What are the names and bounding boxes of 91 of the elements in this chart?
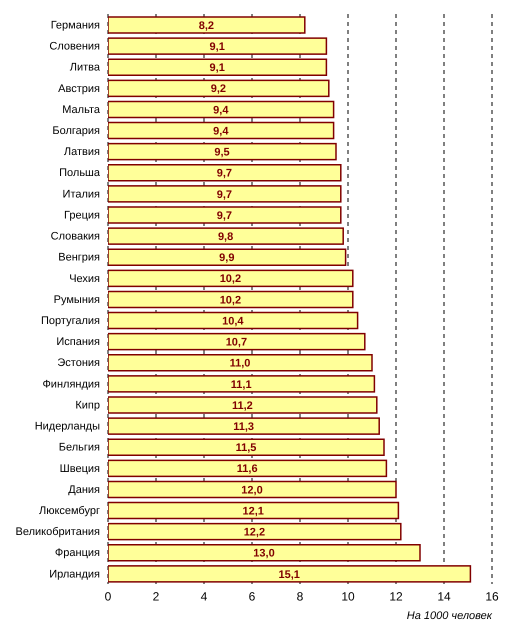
- bar: [108, 480, 397, 498]
- bar: [108, 565, 472, 583]
- x-tick-label: 8: [296, 590, 304, 604]
- data-label: 12,2: [244, 526, 266, 539]
- bar: [108, 522, 402, 540]
- data-label: 15,1: [278, 568, 300, 581]
- data-label: 9,1: [210, 41, 225, 54]
- data-label: 10,2: [220, 294, 242, 306]
- y-tick-label: Словакия: [50, 230, 100, 243]
- data-label: 8,2: [198, 20, 214, 32]
- data-label: 11,2: [232, 400, 253, 412]
- x-axis-title: На 1000 человек: [406, 610, 492, 622]
- data-label: 9,2: [210, 83, 226, 96]
- bar: [108, 248, 346, 266]
- data-label: 9,9: [219, 252, 234, 264]
- y-tick-label: Латвия: [64, 146, 100, 158]
- x-tick-label: 16: [485, 590, 499, 604]
- data-label: 10,4: [222, 315, 244, 328]
- y-tick-label: Эстония: [57, 357, 100, 370]
- data-label: 9,1: [210, 62, 225, 74]
- y-tick-label: Венгрия: [58, 252, 100, 264]
- x-tick-label: 10: [341, 590, 355, 604]
- x-tick-label: 12: [389, 590, 403, 604]
- data-label: 9,5: [214, 146, 230, 159]
- y-tick-label: Люксембург: [38, 505, 100, 518]
- data-label: 9,7: [216, 188, 232, 201]
- y-tick-label: Литва: [70, 62, 101, 74]
- bar: [108, 16, 306, 34]
- y-tick-label: Великобритания: [16, 526, 100, 538]
- data-label: 11,0: [230, 358, 250, 370]
- bar: [108, 206, 342, 224]
- bar: [108, 100, 334, 118]
- data-label: 9,7: [216, 168, 232, 180]
- bar: [108, 332, 366, 350]
- data-label: 11,3: [233, 421, 254, 434]
- bar: [108, 375, 376, 393]
- data-label: 11,1: [230, 378, 252, 391]
- y-tick-label: Румыния: [54, 294, 100, 306]
- y-tick-label: Франция: [54, 547, 100, 560]
- data-label: 11,5: [236, 442, 256, 454]
- bar: [108, 417, 380, 435]
- y-tick-label: Испания: [56, 336, 100, 348]
- bar: [108, 460, 388, 478]
- data-label: 9,4: [213, 125, 230, 138]
- bar: [108, 270, 354, 288]
- y-tick-label: Германия: [50, 19, 100, 32]
- y-tick-label: Австрия: [58, 82, 100, 95]
- x-tick-label: 4: [200, 590, 208, 604]
- data-label: 12,0: [241, 484, 263, 496]
- bar: [108, 122, 334, 140]
- data-label: 13,0: [253, 548, 275, 560]
- data-label: 9,7: [216, 210, 232, 222]
- y-tick-label: Мальта: [62, 104, 101, 116]
- y-tick-label: Польша: [59, 167, 101, 180]
- y-tick-label: Италия: [62, 188, 100, 200]
- bar: [108, 37, 328, 55]
- x-tick-label: 14: [437, 590, 451, 604]
- x-tick-label: 0: [104, 590, 112, 604]
- data-label: 10,2: [220, 273, 242, 286]
- y-tick-label: Финляндия: [42, 378, 100, 390]
- data-label: 12,1: [242, 505, 264, 518]
- data-label: 11,6: [236, 463, 258, 476]
- y-tick-label: Словения: [49, 40, 100, 53]
- y-tick-label: Бельгия: [58, 442, 100, 454]
- y-tick-label: Нидерланды: [34, 420, 100, 433]
- bar: [108, 438, 385, 456]
- bar: [108, 227, 344, 245]
- y-tick-label: Греция: [64, 209, 100, 222]
- bar: [108, 544, 421, 562]
- data-label: 10,7: [226, 336, 248, 349]
- bar: [108, 312, 358, 330]
- y-tick-label: Ирландия: [49, 568, 100, 580]
- x-tick-label: 6: [248, 590, 256, 604]
- bar: [108, 80, 330, 98]
- x-tick-label: 2: [152, 590, 160, 604]
- bar: [108, 58, 328, 76]
- y-tick-label: Болгария: [52, 125, 100, 138]
- bar: [108, 164, 342, 182]
- bar: [108, 290, 354, 308]
- y-tick-label: Португалия: [41, 315, 100, 328]
- y-tick-label: Дания: [68, 484, 100, 496]
- y-tick-label: Швеция: [60, 462, 100, 475]
- bar: [108, 354, 373, 372]
- bar: [108, 396, 378, 414]
- y-tick-label: Чехия: [69, 272, 100, 285]
- bar: [108, 185, 342, 203]
- data-label: 9,8: [218, 231, 234, 244]
- bar: [108, 502, 400, 520]
- data-label: 9,4: [213, 104, 230, 116]
- y-tick-label: Кипр: [75, 399, 100, 412]
- bar: [108, 142, 337, 160]
